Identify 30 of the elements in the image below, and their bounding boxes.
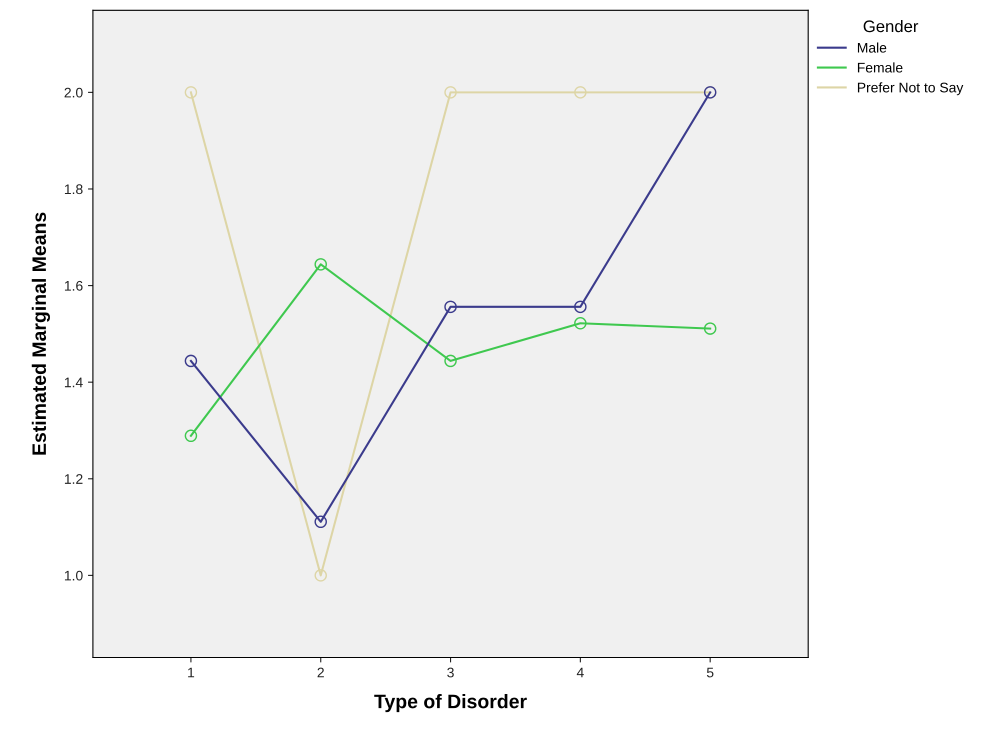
point bbox=[704, 322, 716, 335]
point bbox=[314, 516, 327, 528]
y-tick-label: 1.6 bbox=[64, 280, 83, 291]
legend-label: Female bbox=[858, 62, 902, 73]
x-tick-label: 4 bbox=[576, 668, 584, 678]
point bbox=[314, 569, 327, 582]
point bbox=[184, 354, 198, 368]
point bbox=[444, 300, 457, 314]
x-tick-label: 1 bbox=[188, 668, 194, 678]
point bbox=[444, 354, 457, 368]
y-tick-label: 2.0 bbox=[64, 88, 83, 98]
y-tick-label: 1.2 bbox=[64, 474, 82, 484]
x-tick-label: 2 bbox=[318, 668, 324, 678]
legend-label: Male bbox=[858, 42, 886, 53]
y-tick-label: 1.8 bbox=[64, 184, 83, 194]
point bbox=[444, 86, 457, 99]
x-axis-title: Type of Disorder bbox=[374, 694, 527, 712]
point bbox=[184, 86, 198, 99]
x-tick-label: 3 bbox=[447, 668, 454, 678]
point bbox=[574, 86, 587, 99]
x-tick-label: 5 bbox=[706, 668, 714, 678]
point bbox=[574, 317, 587, 330]
point bbox=[574, 300, 587, 314]
point bbox=[314, 258, 327, 271]
y-tick-label: 1.0 bbox=[64, 570, 83, 581]
point bbox=[184, 430, 198, 442]
y-axis-title: Estimated Marginal Means bbox=[32, 212, 50, 455]
y-tick-label: 1.4 bbox=[64, 378, 83, 388]
legend-label: Prefer Not to Say bbox=[858, 82, 964, 96]
legend-title: Gender bbox=[864, 20, 918, 32]
